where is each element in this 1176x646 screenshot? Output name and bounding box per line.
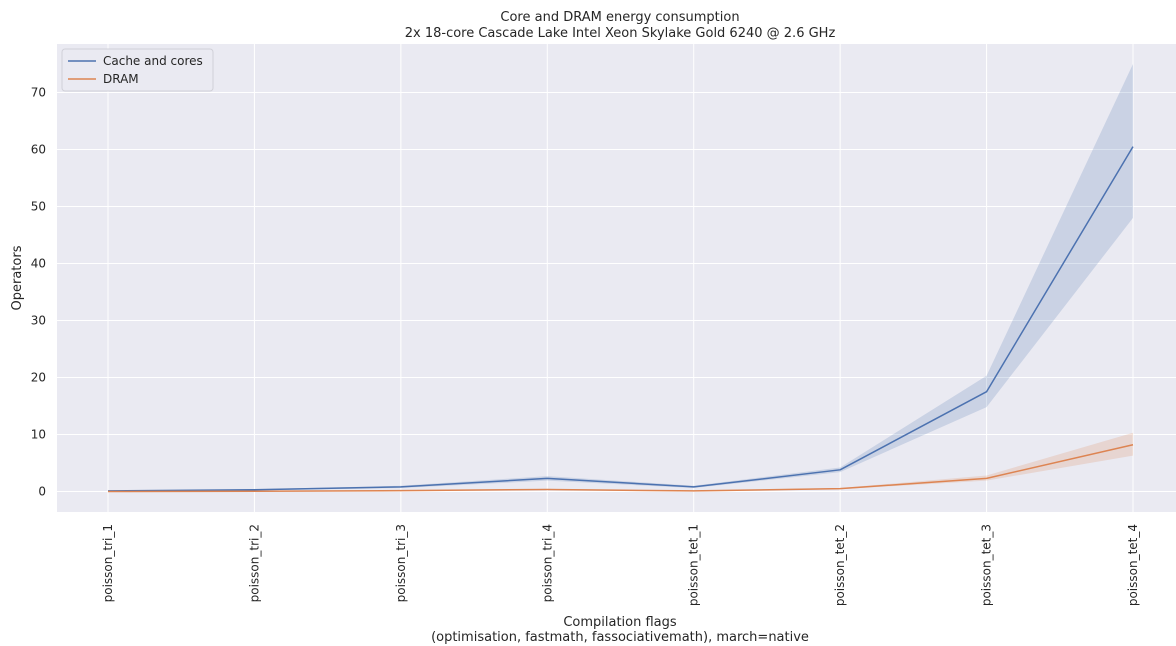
y-tick-label: 30 [31,313,46,327]
x-tick-label: poisson_tri_2 [247,524,261,602]
series-lines [107,146,1134,493]
x-tick-label: poisson_tri_1 [101,524,115,602]
legend-box [61,48,214,92]
plot-background [57,44,1176,512]
y-axis-label: Operators [10,245,25,310]
legend: Cache and cores DRAM [61,48,214,92]
series-line-cache-and-cores [107,146,1134,492]
x-axis-label-line2: (optimisation, fastmath, fassociativemat… [431,630,809,645]
y-tick-label: 70 [31,85,46,99]
legend-label-cache-and-cores: Cache and cores [103,54,203,68]
chart-subtitle: 2x 18-core Cascade Lake Intel Xeon Skyla… [405,26,836,41]
y-tick-label: 50 [31,199,46,213]
x-tick-label: poisson_tet_4 [1126,524,1140,606]
x-tick-label: poisson_tet_3 [980,524,994,606]
grid-lines [57,44,1176,512]
x-axis-label: Compilation flags [563,615,677,630]
x-tick-label: poisson_tet_1 [687,524,701,606]
legend-label-dram: DRAM [103,72,139,86]
y-tick-label: 40 [31,256,46,270]
x-tick-label: poisson_tri_4 [540,524,554,602]
chart-title: Core and DRAM energy consumption [500,10,739,25]
x-tick-labels: poisson_tri_1 poisson_tri_2 poisson_tri_3 p… [101,524,1140,606]
x-tick-label: poisson_tri_3 [394,524,408,602]
y-tick-label: 10 [31,427,46,441]
y-tick-label: 20 [31,370,46,384]
y-tick-label: 0 [38,484,46,498]
series-line-dram [107,444,1134,493]
y-tick-labels: 0 10 20 30 40 50 60 70 [31,85,46,498]
y-tick-label: 60 [31,142,46,156]
x-tick-label: poisson_tet_2 [833,524,847,606]
